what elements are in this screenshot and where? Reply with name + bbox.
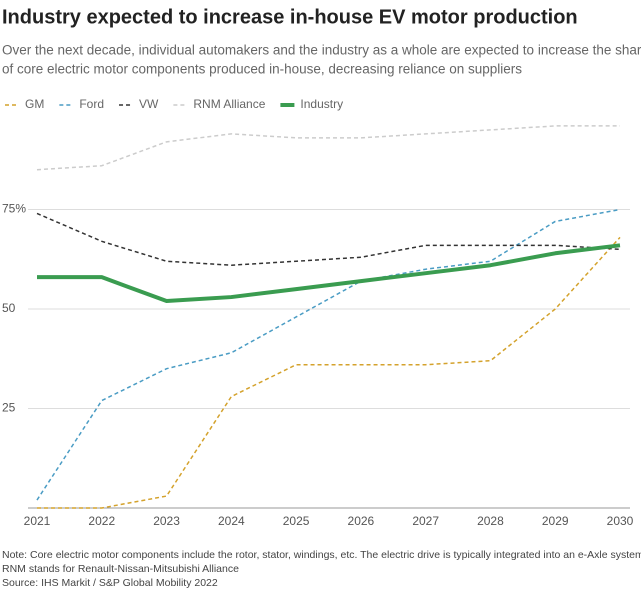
x-tick-label: 2025: [283, 514, 310, 528]
legend-label: GM: [25, 97, 44, 111]
note: Note: Core electric motor components inc…: [2, 549, 641, 561]
y-tick-label: 25: [2, 401, 16, 415]
line-series: [37, 236, 621, 509]
legend-label: VW: [139, 97, 159, 111]
x-tick-label: 2027: [412, 514, 439, 528]
x-tick-label: 2021: [24, 514, 51, 528]
x-tick-label: 2026: [348, 514, 375, 528]
x-tick-label: 2022: [88, 514, 115, 528]
note: RNM stands for Renault-Nissan-Mitsubishi…: [2, 563, 239, 575]
line-series: [36, 208, 621, 501]
legend-label: Industry: [300, 97, 343, 111]
subtitle: Over the next decade, individual automak…: [2, 43, 641, 58]
y-tick-label: 50: [2, 301, 16, 315]
legend-label: Ford: [79, 97, 104, 111]
chart-title: Industry expected to increase in-house E…: [2, 6, 578, 28]
line-series: [37, 243, 621, 304]
x-tick-label: 2023: [153, 514, 180, 528]
x-tick-label: 2028: [477, 514, 504, 528]
x-tick-label: 2030: [607, 514, 634, 528]
x-tick-label: 2024: [218, 514, 245, 528]
line-series: [36, 125, 620, 171]
legend-label: RNM Alliance: [193, 97, 265, 111]
y-tick-label: 75%: [2, 202, 26, 216]
note: Source: IHS Markit / S&P Global Mobility…: [2, 577, 218, 589]
x-tick-label: 2029: [542, 514, 569, 528]
subtitle: of core electric motor components produc…: [2, 62, 522, 77]
